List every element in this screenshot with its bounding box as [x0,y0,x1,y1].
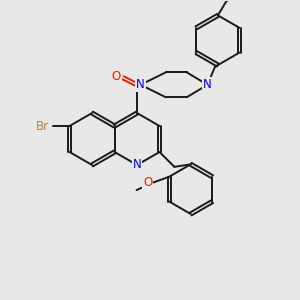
Text: O: O [143,176,152,189]
Text: N: N [203,78,212,91]
Text: N: N [133,158,141,172]
Text: Br: Br [36,119,49,133]
Text: N: N [136,78,145,91]
Text: O: O [112,70,121,83]
